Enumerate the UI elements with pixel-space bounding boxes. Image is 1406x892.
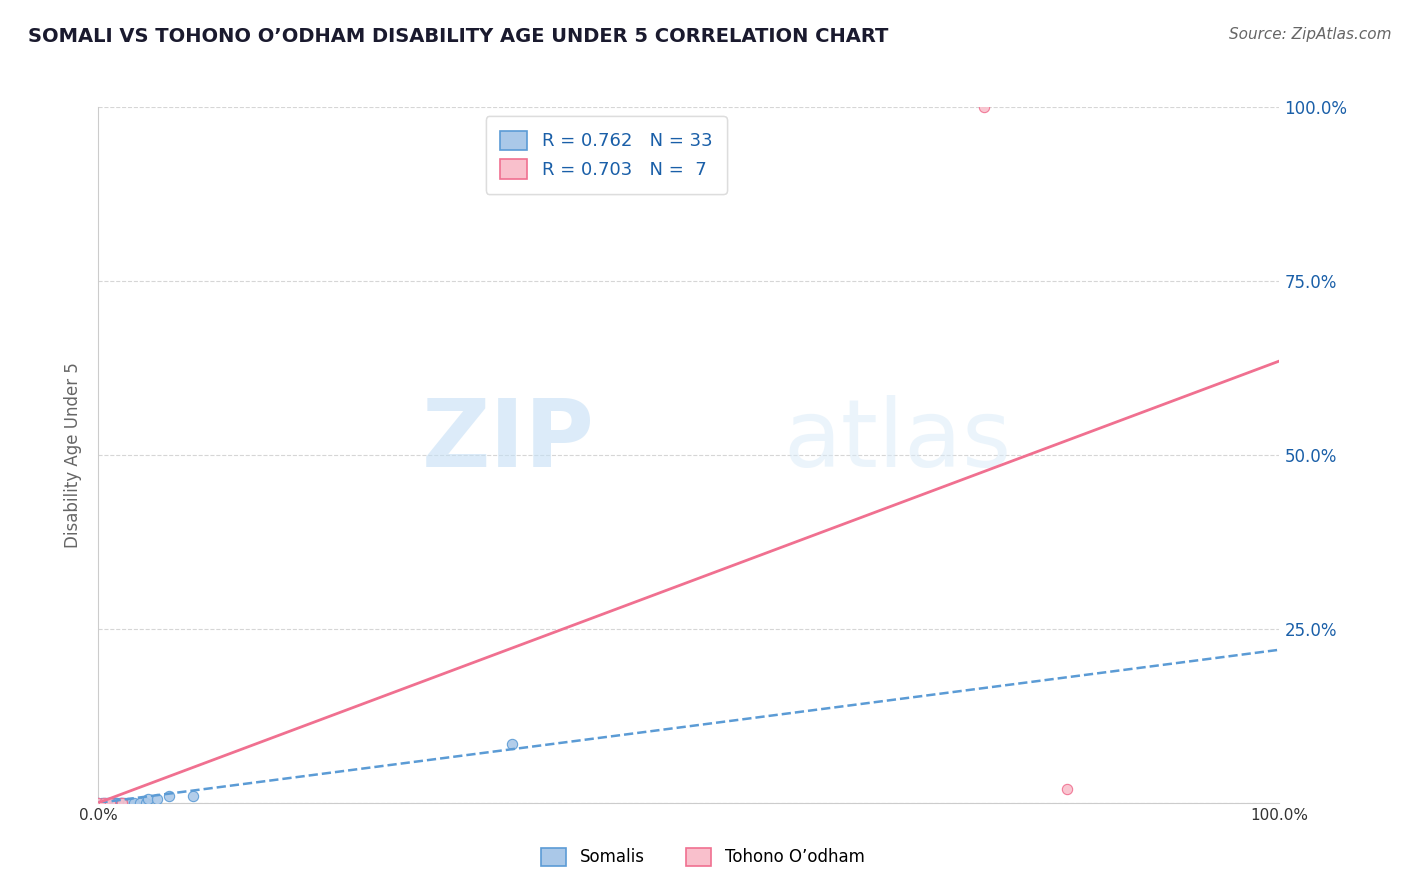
- Point: [111, 796, 134, 810]
- Point: [1056, 781, 1078, 796]
- Point: [121, 796, 143, 810]
- Point: [105, 796, 128, 810]
- Point: [104, 796, 127, 810]
- Point: [98, 796, 121, 810]
- Point: [98, 796, 121, 810]
- Point: [157, 789, 180, 803]
- Point: [87, 796, 110, 810]
- Legend: Somalis, Tohono O’odham: Somalis, Tohono O’odham: [533, 839, 873, 875]
- Point: [97, 796, 120, 810]
- Point: [136, 792, 159, 806]
- Point: [122, 796, 145, 810]
- Point: [135, 796, 157, 810]
- Point: [110, 796, 132, 810]
- Point: [501, 737, 523, 751]
- Point: [94, 796, 117, 810]
- Point: [98, 796, 121, 810]
- Point: [101, 796, 124, 810]
- Point: [146, 792, 169, 806]
- Text: SOMALI VS TOHONO O’ODHAM DISABILITY AGE UNDER 5 CORRELATION CHART: SOMALI VS TOHONO O’ODHAM DISABILITY AGE …: [28, 27, 889, 45]
- Point: [100, 796, 122, 810]
- Point: [93, 796, 115, 810]
- Point: [108, 796, 131, 810]
- Point: [105, 796, 128, 810]
- Point: [128, 796, 150, 810]
- Text: Source: ZipAtlas.com: Source: ZipAtlas.com: [1229, 27, 1392, 42]
- Y-axis label: Disability Age Under 5: Disability Age Under 5: [65, 362, 83, 548]
- Point: [87, 796, 110, 810]
- Text: ZIP: ZIP: [422, 395, 595, 487]
- Point: [973, 100, 995, 114]
- Legend: R = 0.762   N = 33, R = 0.703   N =  7: R = 0.762 N = 33, R = 0.703 N = 7: [485, 116, 727, 194]
- Point: [103, 796, 125, 810]
- Point: [111, 796, 134, 810]
- Point: [117, 796, 139, 810]
- Point: [112, 796, 135, 810]
- Text: atlas: atlas: [783, 395, 1012, 487]
- Point: [91, 796, 114, 810]
- Point: [181, 789, 204, 803]
- Point: [93, 796, 115, 810]
